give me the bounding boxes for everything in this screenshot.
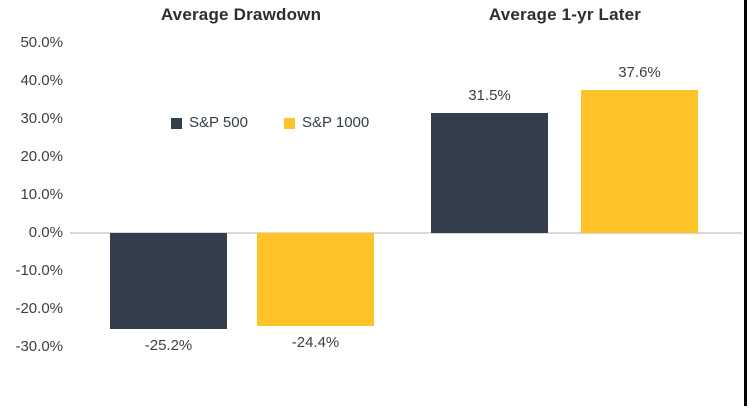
legend-swatch-sp1000-icon [283,117,295,129]
right-edge-line [744,0,747,406]
y-axis-tick-20-0: -20.0% [15,300,63,317]
y-axis-tick-20-0: 20.0% [20,148,63,165]
legend-item-sp1000: S&P 1000 [283,114,370,131]
bar-average-drawdown-s-p-500 [110,233,227,329]
bar-value-label-average-1-yr-later-s-p-500: 31.5% [468,87,511,105]
y-axis-tick-0-0: 0.0% [28,224,63,241]
bar-value-label-average-drawdown-s-p-500: -25.2% [144,336,193,354]
zero-axis-line [70,232,742,234]
bar-average-1-yr-later-s-p-500 [431,113,548,233]
bar-average-1-yr-later-s-p-1000 [581,90,698,233]
chart-title-average-drawdown: Average Drawdown [160,5,322,24]
legend-label-sp1000: S&P 1000 [301,114,370,131]
bar-value-label-average-1-yr-later-s-p-1000: 37.6% [618,64,661,82]
bar-value-label-average-drawdown-s-p-1000: -24.4% [291,333,340,351]
y-axis-tick-40-0: 40.0% [20,72,63,89]
y-axis-tick-10-0: 10.0% [20,186,63,203]
legend-swatch-sp500-icon [171,117,182,129]
y-axis-tick-30-0: 30.0% [20,110,63,127]
y-axis-tick-10-0: -10.0% [15,262,63,279]
y-axis-tick-30-0: -30.0% [15,338,63,355]
chart-title-average-1yr-later: Average 1-yr Later [488,5,642,24]
y-axis-tick-50-0: 50.0% [20,34,63,51]
bar-average-drawdown-s-p-1000 [257,233,374,326]
legend-label-sp500: S&P 500 [189,114,248,131]
legend-item-sp500: S&P 500 [171,114,248,131]
chart-legend: S&P 500 S&P 1000 [171,114,369,131]
